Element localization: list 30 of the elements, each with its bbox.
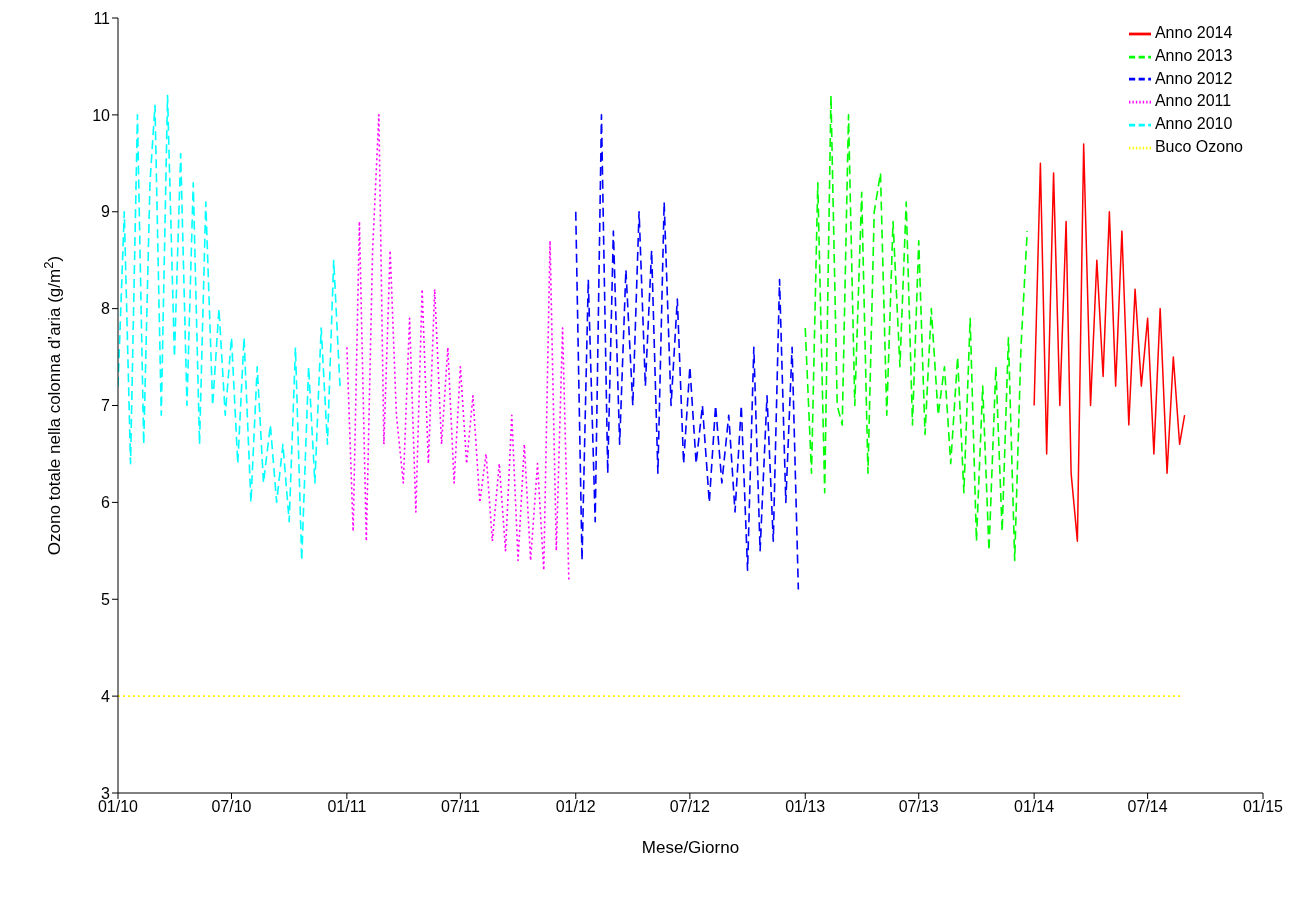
x-tick-label: 01/10 xyxy=(97,798,139,816)
line-series xyxy=(346,114,570,581)
y-tick-label: 5 xyxy=(101,590,111,608)
legend-label: Anno 2012 xyxy=(1154,69,1233,87)
x-tick-label: 07/12 xyxy=(669,798,710,816)
x-axis-title: Mese/Giorno xyxy=(641,838,740,857)
legend-label: Anno 2013 xyxy=(1154,46,1233,64)
x-tick-label: 01/13 xyxy=(785,798,826,816)
legend-label: Buco Ozono xyxy=(1154,137,1243,155)
y-tick-label: 6 xyxy=(101,494,111,512)
line-series xyxy=(118,94,341,562)
y-tick-label: 11 xyxy=(93,9,111,27)
x-tick-label: 01/15 xyxy=(1242,798,1284,816)
x-tick-label: 01/14 xyxy=(1014,798,1055,816)
x-tick-label: 07/13 xyxy=(898,798,939,816)
x-tick-label: 07/11 xyxy=(440,798,480,816)
x-tick-label: 01/11 xyxy=(327,798,367,816)
line-series xyxy=(574,114,800,591)
y-tick-label: 10 xyxy=(92,106,111,124)
y-tick-label: 7 xyxy=(101,397,111,415)
legend-label: Anno 2010 xyxy=(1154,115,1233,133)
legend-label: Anno 2011 xyxy=(1154,92,1232,110)
legend-label: Anno 2014 xyxy=(1154,24,1233,41)
y-tick-label: 9 xyxy=(101,203,111,221)
x-tick-label: 01/12 xyxy=(555,798,596,816)
line-series xyxy=(804,94,1029,562)
y-tick-label: 4 xyxy=(101,687,111,705)
x-tick-label: 07/10 xyxy=(211,798,252,816)
y-tick-label: 8 xyxy=(101,300,111,318)
x-tick-label: 07/14 xyxy=(1127,798,1168,816)
